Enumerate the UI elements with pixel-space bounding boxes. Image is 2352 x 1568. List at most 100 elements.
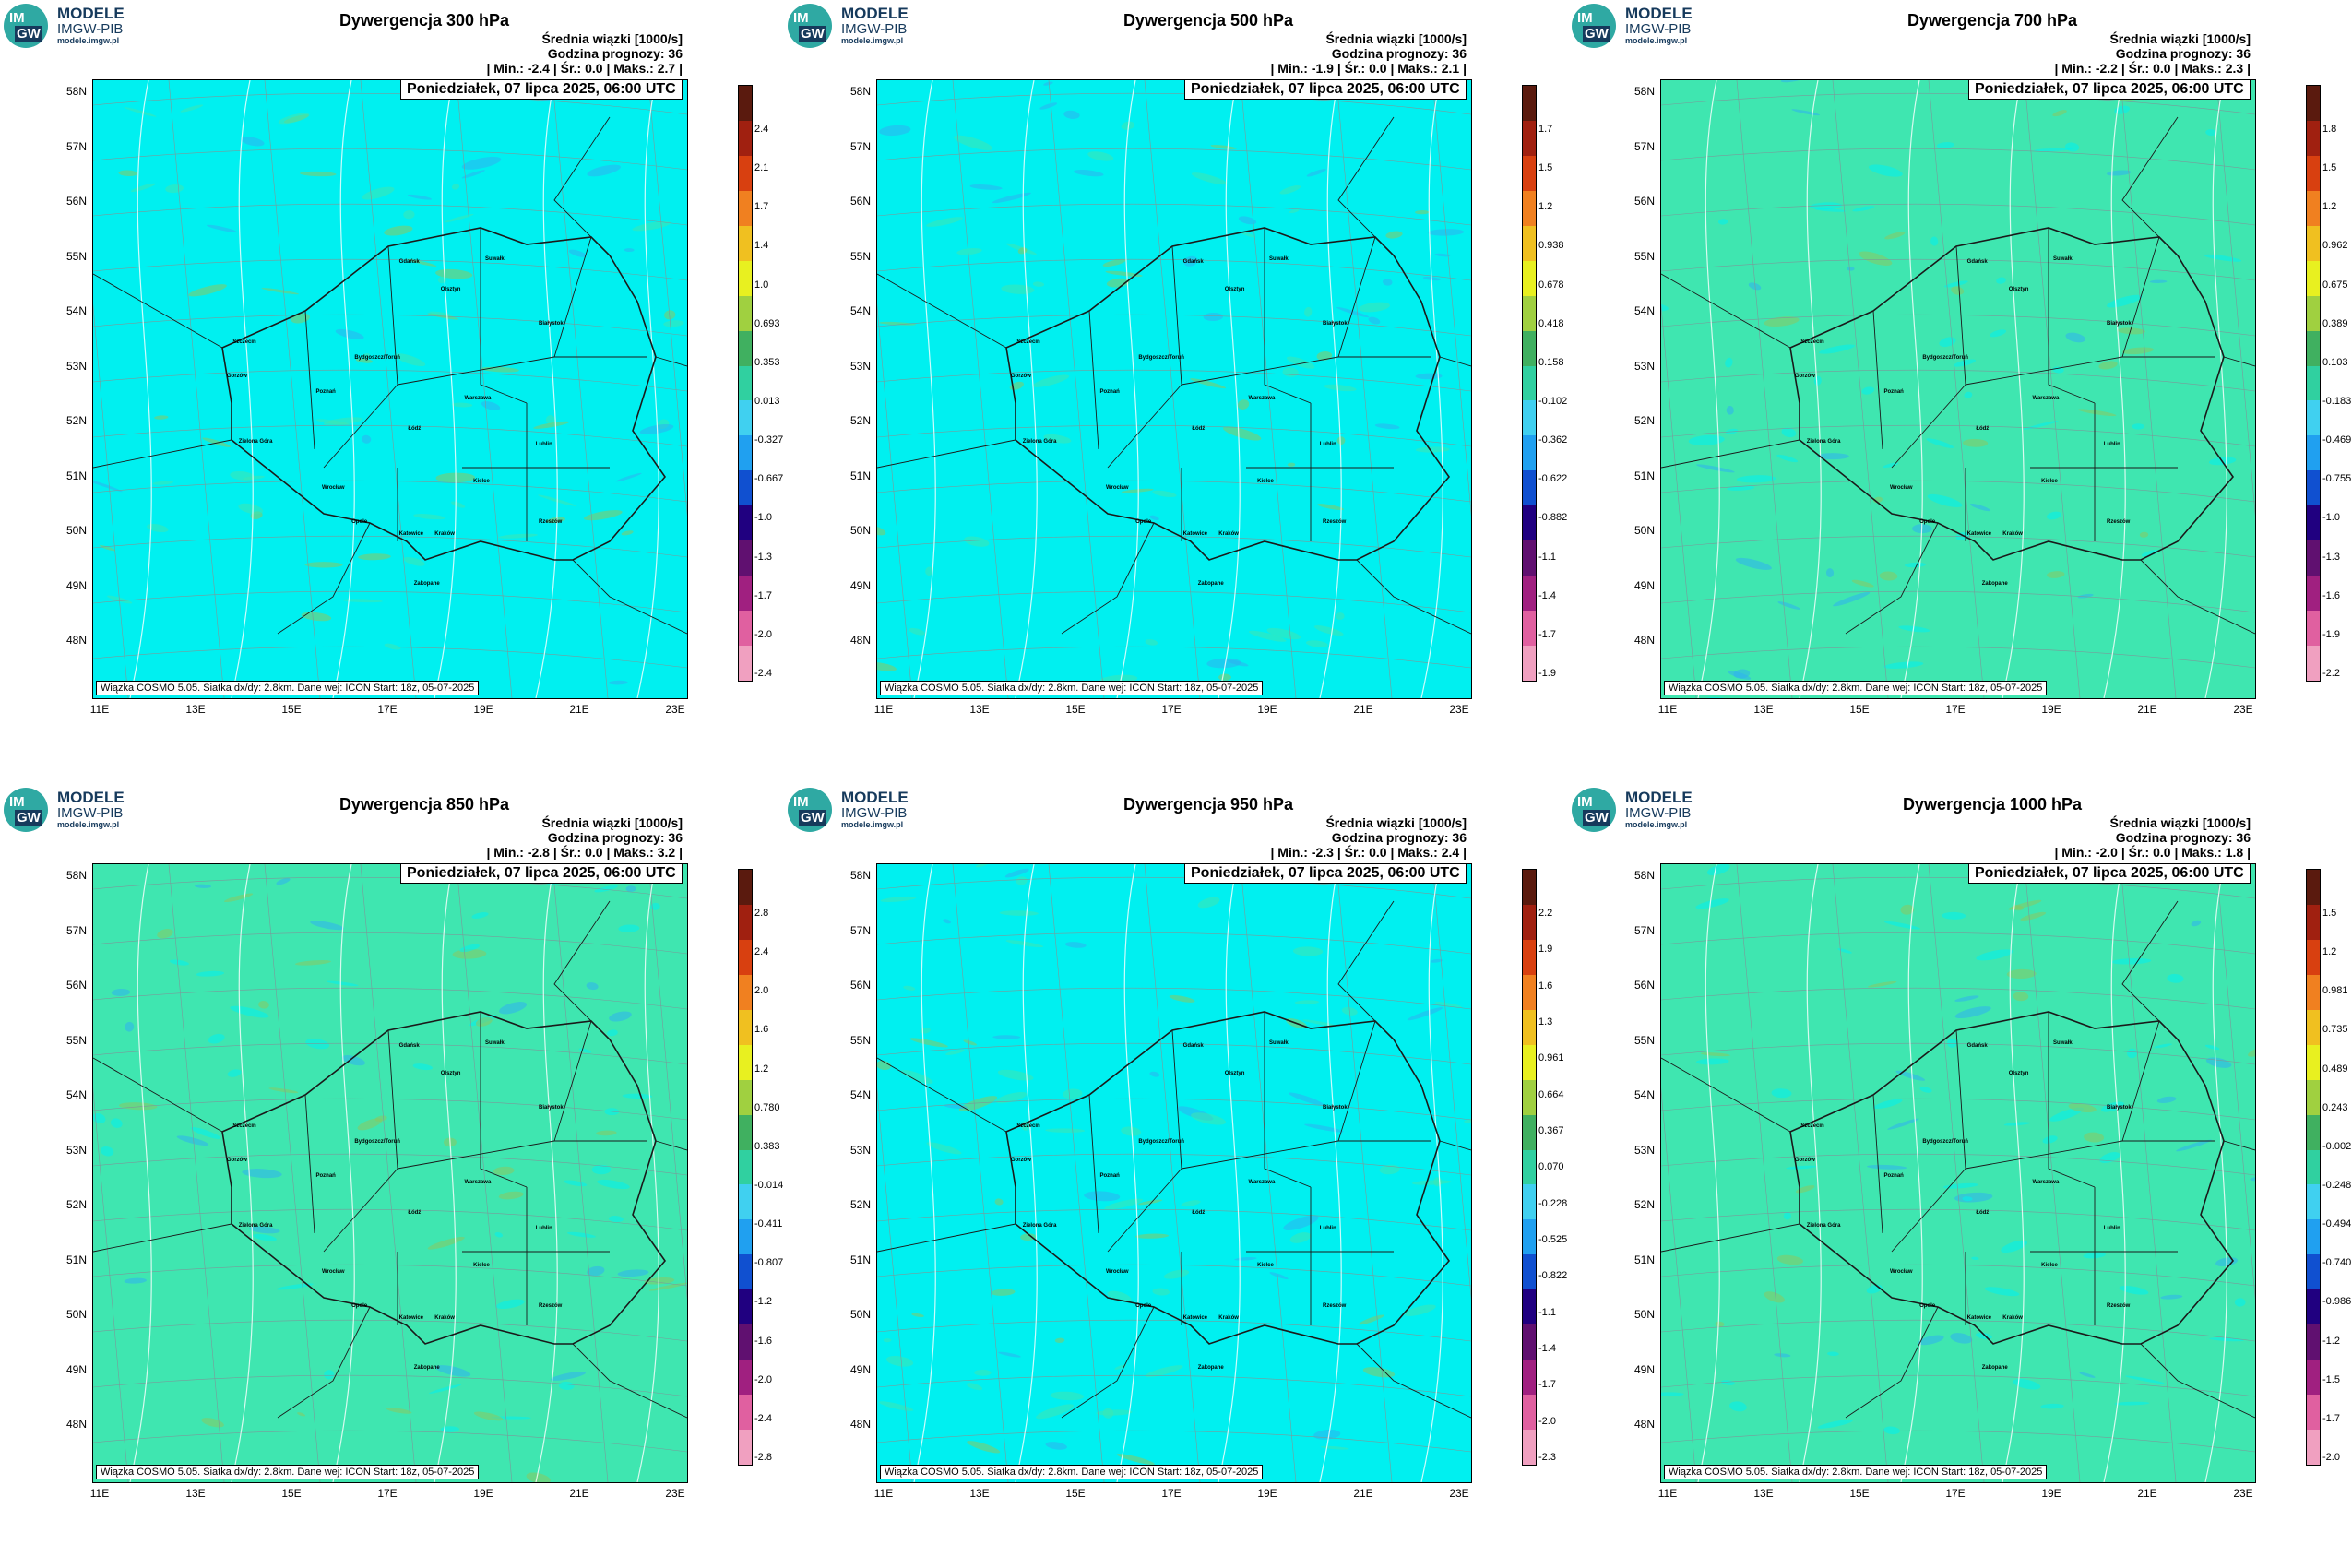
colorbar-segment — [1523, 365, 1536, 401]
colorbar-segment — [2307, 155, 2320, 191]
forecast-hour: Godzina prognozy: 36 — [1331, 830, 1467, 845]
longitude-label: 21E — [1353, 703, 1373, 716]
city-label: Lublin — [2103, 1225, 2120, 1231]
latitude-label: 52N — [1633, 414, 1655, 427]
colorbar-tick-label: -0.327 — [754, 434, 784, 446]
latitude-label: 51N — [849, 469, 871, 482]
forecast-date: Poniedziałek, 07 lipca 2025, 06:00 UTC — [400, 863, 683, 884]
colorbar-segment — [1523, 295, 1536, 331]
colorbar-segment — [1523, 939, 1536, 975]
colorbar-segment — [1523, 1430, 1536, 1465]
longitude-label: 23E — [2233, 1487, 2253, 1500]
latitude-label: 57N — [65, 139, 87, 153]
stats-block: Średnia wiązki [1000/s] Godzina prognozy:… — [486, 31, 683, 76]
colorbar-tick-label: 0.664 — [1538, 1088, 1564, 1100]
poland-border — [221, 1011, 667, 1345]
colorbar-tick-label: 0.353 — [754, 356, 780, 368]
colorbar-tick-label: 0.070 — [1538, 1161, 1564, 1173]
colorbar-segment — [739, 576, 752, 612]
city-label: Katowice — [1966, 531, 1991, 538]
colorbar-tick-label: -1.1 — [1538, 1306, 1556, 1318]
colorbar-segment — [1523, 435, 1536, 471]
colorbar-segment — [2307, 1219, 2320, 1255]
forecast-hour: Godzina prognozy: 36 — [2115, 46, 2251, 61]
map-panel: IM GW MODELE IMGW-PIB modele.imgw.pl Dywergen… — [1568, 0, 2352, 784]
colorbar — [738, 869, 753, 1466]
logo-line3: modele.imgw.pl — [1625, 35, 1688, 45]
city-label: Kraków — [2002, 1315, 2023, 1322]
latitude-label: 48N — [849, 1418, 871, 1431]
latitude-label: 48N — [849, 634, 871, 647]
latitude-label: 55N — [849, 249, 871, 263]
city-label: Wrocław — [1105, 1268, 1129, 1275]
colorbar-tick-label: -0.494 — [2322, 1218, 2352, 1230]
latitude-label: 57N — [849, 923, 871, 937]
colorbar-segment — [739, 646, 752, 681]
longitude-label: 17E — [377, 703, 398, 716]
colorbar-segment — [2307, 611, 2320, 646]
imgw-logo-icon: IM GW — [4, 4, 48, 48]
latitude-label: 50N — [849, 524, 871, 537]
forecast-date: Poniedziałek, 07 lipca 2025, 06:00 UTC — [1968, 863, 2251, 884]
colorbar-tick-label: -1.3 — [2322, 551, 2340, 563]
city-label: Kraków — [434, 531, 455, 538]
city-label: Katowice — [1182, 531, 1207, 538]
city-label: Olsztyn — [440, 1071, 461, 1077]
colorbar-ticks: 2.4 2.1 1.7 1.4 1.0 0.693 0.353 0.013 -0.327 -0.6… — [754, 85, 791, 680]
colorbar-tick-label: -0.986 — [2322, 1296, 2352, 1308]
colorbar-segment — [1523, 225, 1536, 261]
model-footer: Wiązka COSMO 5.05. Siatka dx/dy: 2.8km. … — [880, 1465, 1264, 1479]
colorbar-tick-label: 0.489 — [2322, 1063, 2348, 1075]
longitude-label: 17E — [1161, 703, 1182, 716]
colorbar-segment — [739, 974, 752, 1010]
latitude-label: 55N — [1633, 1033, 1655, 1047]
longitude-label: 15E — [281, 703, 302, 716]
city-label: Bydgoszcz/Toruń — [1138, 355, 1184, 362]
city-label: Gorzów — [226, 1158, 247, 1164]
map-panel: IM GW MODELE IMGW-PIB modele.imgw.pl Dywergen… — [0, 784, 784, 1568]
city-label: Katowice — [1182, 1315, 1207, 1322]
colorbar-ticks: 2.2 1.9 1.6 1.3 0.961 0.664 0.367 0.070 -0.228 -0… — [1538, 869, 1575, 1464]
longitude-label: 19E — [2041, 1487, 2061, 1500]
colorbar-tick-label: 1.6 — [1538, 980, 1553, 992]
latitude-label: 52N — [65, 414, 87, 427]
colorbar-tick-label: -1.7 — [754, 589, 772, 601]
colorbar-segment — [1523, 904, 1536, 940]
city-label: Gorzów — [1794, 1158, 1815, 1164]
longitude-label: 19E — [1257, 1487, 1277, 1500]
longitude-label: 19E — [1257, 703, 1277, 716]
longitude-label: 17E — [1161, 1487, 1182, 1500]
colorbar-segment — [1523, 190, 1536, 226]
subtitle: Średnia wiązki [1000/s] — [541, 31, 683, 46]
colorbar-tick-label: 0.158 — [1538, 356, 1564, 368]
city-label: Bydgoszcz/Toruń — [1922, 355, 1968, 362]
latitude-label: 54N — [65, 1088, 87, 1101]
colorbar-tick-label: -0.667 — [754, 473, 784, 485]
forecast-hour: Godzina prognozy: 36 — [547, 830, 683, 845]
colorbar-segment — [739, 435, 752, 471]
city-label: Gorzów — [226, 374, 247, 380]
city-label: Poznań — [315, 1173, 336, 1179]
longitude-label: 21E — [1353, 1487, 1373, 1500]
logo-line1: MODELE — [57, 789, 125, 806]
colorbar-segment — [739, 1184, 752, 1220]
city-label: Suwałki — [2053, 255, 2074, 262]
colorbar-segment — [2307, 1289, 2320, 1325]
colorbar-tick-label: -1.7 — [2322, 1412, 2340, 1424]
colorbar-segment — [2307, 1009, 2320, 1045]
imgw-logo-icon: IM GW — [4, 788, 48, 832]
forecast-date: Poniedziałek, 07 lipca 2025, 06:00 UTC — [400, 79, 683, 100]
colorbar-tick-label: 0.103 — [2322, 356, 2348, 368]
city-label: Opole — [1135, 1302, 1152, 1309]
city-label: Lublin — [1319, 1225, 1336, 1231]
colorbar-segment — [739, 1360, 752, 1396]
longitude-label: 11E — [873, 1487, 894, 1500]
colorbar-segment — [1523, 1009, 1536, 1045]
city-label: Opole — [1919, 518, 1936, 525]
colorbar-segment — [1523, 1149, 1536, 1185]
colorbar-segment — [1523, 540, 1536, 576]
colorbar-ticks: 1.8 1.5 1.2 0.962 0.675 0.389 0.103 -0.183 -0.46… — [2322, 85, 2352, 680]
city-label: Suwałki — [1269, 255, 1290, 262]
panel-title: Dywergencja 850 hPa — [339, 795, 510, 814]
longitude-label: 15E — [1849, 703, 1870, 716]
